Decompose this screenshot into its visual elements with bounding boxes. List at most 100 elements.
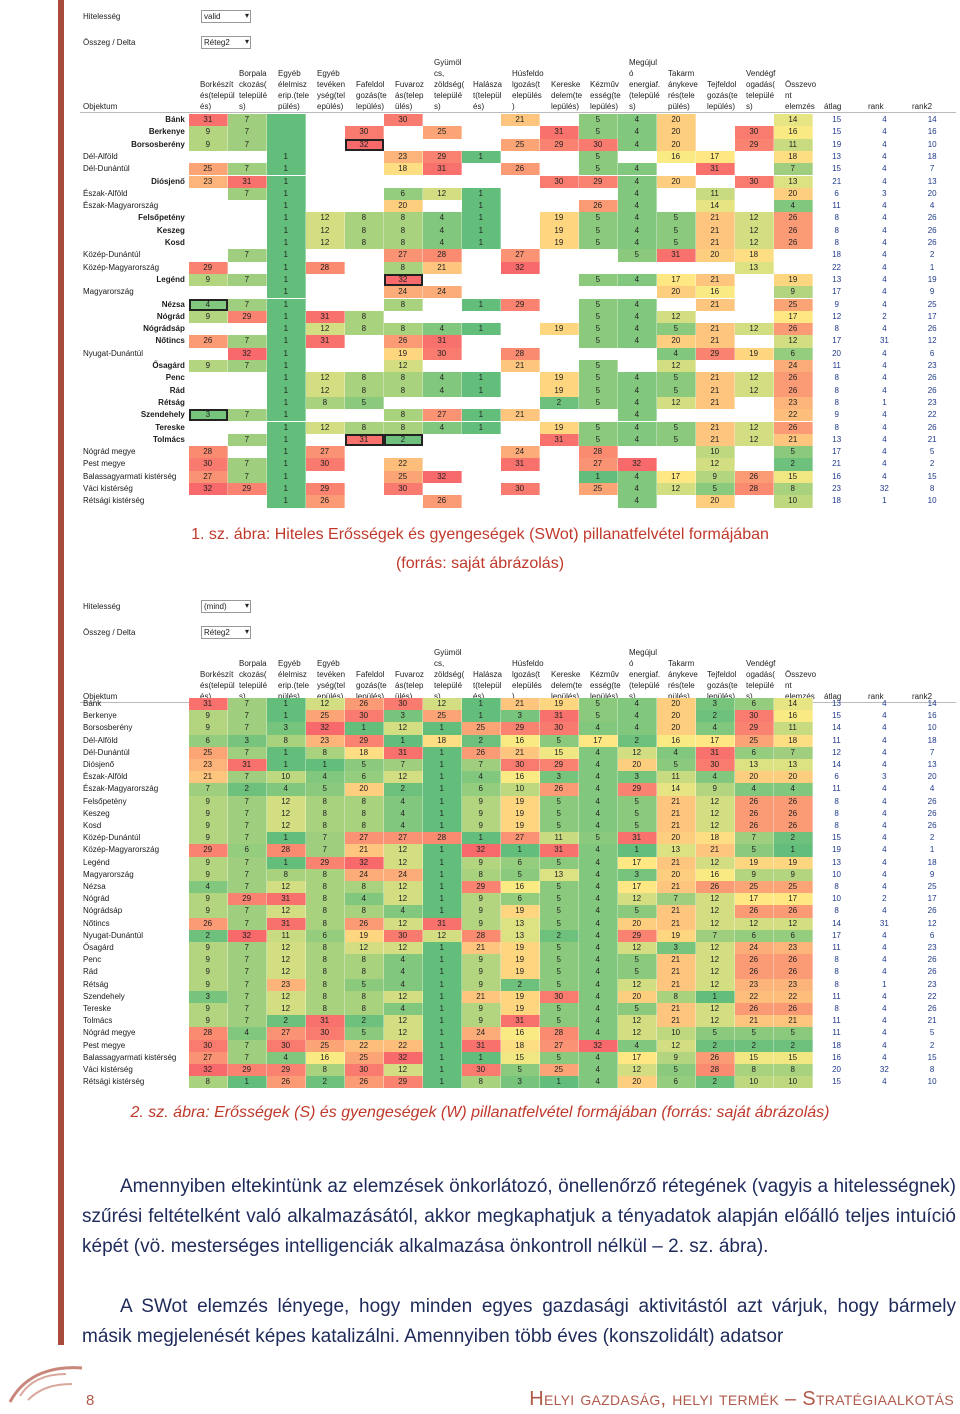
object-column-header[interactable]: Objektum — [83, 692, 118, 701]
heat-cell — [539, 483, 579, 496]
heat-cell: 26 — [734, 966, 774, 979]
heat-cell: 12 — [305, 421, 345, 434]
heat-cell: 25 — [773, 298, 813, 311]
heat-cell: 8 — [344, 966, 384, 979]
heat-cell — [383, 126, 423, 139]
heat-cell: 16 — [305, 1051, 345, 1064]
heat-cell: 26 — [734, 795, 774, 808]
tail-value: 4 — [882, 808, 887, 818]
heat-cell: 1 — [461, 1051, 501, 1064]
heat-cell: 26 — [734, 470, 774, 483]
heat-cell: 4 — [266, 1051, 306, 1064]
heat-cell — [539, 163, 579, 176]
heat-cell — [617, 286, 657, 299]
heat-cell — [188, 249, 228, 262]
heat-cell — [344, 163, 384, 176]
heat-cell: 8 — [305, 746, 345, 759]
heat-cell: 30 — [344, 710, 384, 723]
heat-cell: 8 — [383, 409, 423, 422]
group-dropdown[interactable]: Réteg2 — [201, 36, 251, 49]
heat-cell: 4 — [578, 844, 618, 857]
heat-cell: 4 — [266, 783, 306, 796]
tail-value: 22 — [927, 991, 937, 1001]
heat-cell: 27 — [500, 249, 540, 262]
heat-cell: 26 — [773, 795, 813, 808]
table-row: Penc 9 7 12 8 8 4 1 9 19 5 4 5 21 12 26 26 8 4 26 — [80, 954, 956, 967]
heat-cell: 27 — [383, 249, 423, 262]
heat-cell: 17 — [773, 893, 813, 906]
table-row: Keszeg 9 7 12 8 8 4 1 9 19 5 4 5 21 12 26 26 8 4 26 — [80, 807, 956, 820]
heat-cell: 4 — [617, 495, 657, 508]
heat-cell — [383, 175, 423, 188]
heat-cell: 13 — [539, 868, 579, 881]
tail-value: 5 — [929, 1028, 935, 1038]
heat-cell: 1 — [266, 175, 306, 188]
heat-cell — [695, 360, 735, 373]
filter-dropdown[interactable]: valid — [201, 10, 251, 23]
heat-cell: 1 — [773, 844, 813, 857]
tail-value: 17 — [832, 447, 842, 457]
tail-value: 10 — [832, 869, 842, 879]
heat-cell: 1 — [422, 978, 462, 991]
row-label: Kosd — [83, 821, 102, 830]
table-row: Közép-Dunántúl 9 7 1 7 27 27 28 1 27 11 5 31 20 18 7 2 15… — [80, 832, 956, 845]
heat-cell — [656, 458, 696, 471]
object-column-header[interactable]: Objektum — [83, 102, 118, 111]
heat-cell: 12 — [266, 942, 306, 955]
heat-cell: 1 — [422, 820, 462, 833]
heat-cell: 10 — [500, 783, 540, 796]
heat-cell: 28 — [734, 483, 774, 496]
tail-value: 10 — [927, 1077, 937, 1087]
heat-cell: 4 — [617, 396, 657, 410]
heat-cell: 7 — [461, 759, 501, 772]
tail-value: 8 — [834, 213, 839, 223]
heat-cell: 12 — [734, 323, 774, 336]
heat-cell — [539, 114, 579, 127]
row-label: Kosd — [164, 238, 185, 247]
heat-cell: 27 — [188, 1051, 228, 1064]
heat-cell — [344, 347, 384, 360]
tail-value: 14 — [927, 699, 937, 708]
heat-cell: 7 — [227, 868, 267, 881]
heat-cell: 8 — [383, 384, 423, 397]
heat-cell: 8 — [344, 807, 384, 820]
heat-cell — [305, 187, 345, 201]
heat-cell — [500, 126, 540, 139]
heat-cell: 8 — [344, 310, 384, 324]
heat-cell: 5 — [617, 966, 657, 979]
heat-cell: 16 — [773, 710, 813, 723]
heat-cell: 1 — [422, 1027, 462, 1040]
heat-cell: 3 — [539, 771, 579, 784]
heat-cell — [227, 224, 267, 237]
tail-value: 4 — [882, 735, 887, 745]
row-label: Penc — [83, 955, 102, 965]
heat-cell: 32 — [461, 844, 501, 857]
filter-dropdown[interactable]: (mind) — [201, 600, 251, 613]
tail-value: 9 — [834, 410, 839, 420]
heat-cell: 21 — [461, 942, 501, 955]
group-dropdown[interactable]: Réteg2 — [201, 626, 251, 639]
heat-cell: 25 — [383, 470, 423, 483]
row-label: Tolmács — [83, 1016, 113, 1026]
heat-cell: 3 — [227, 734, 267, 747]
tail-value: 8 — [834, 385, 839, 395]
heat-cell — [695, 409, 735, 422]
heat-cell — [617, 347, 657, 360]
row-label: Dél-Dunántúl — [83, 164, 130, 174]
heat-cell: 1 — [266, 347, 306, 360]
column-header: Fuvaroz ás(telep ülés) — [395, 80, 424, 111]
heat-cell: 9 — [188, 273, 228, 287]
heat-cell: 9 — [734, 868, 774, 881]
heat-cell: 19 — [500, 807, 540, 820]
heat-cell — [344, 249, 384, 262]
heat-cell — [539, 335, 579, 348]
filter-row: Hitelesség (mind) — [80, 600, 251, 613]
heat-cell — [734, 310, 774, 324]
heat-cell: 21 — [695, 396, 735, 410]
tail-value: 15 — [832, 115, 842, 124]
heat-cell: 31 — [227, 759, 267, 772]
heat-cell: 5 — [578, 237, 618, 250]
heat-cell — [578, 495, 618, 508]
heat-cell: 12 — [266, 990, 306, 1003]
heat-cell: 9 — [188, 795, 228, 808]
